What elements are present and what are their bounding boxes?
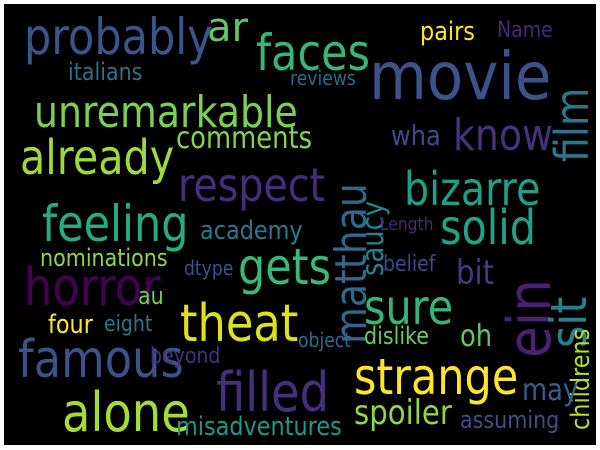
word-pairs: pairs [420,17,475,47]
word-know: know [453,110,554,161]
word-nominations: nominations [40,244,168,272]
word-gets: gets [238,238,332,296]
word-famous: famous [18,330,184,390]
word-assuming: assuming [460,406,560,434]
word-bit: bit [456,253,495,293]
word-alone: alone [62,381,190,444]
word-solid: solid [440,200,536,256]
word-wha: wha [391,119,441,152]
word-cloud: probably ar faces movie pairs Name itali… [4,4,596,445]
word-already: already [20,130,175,186]
word-probably: probably [24,8,213,66]
word-may: may [522,373,579,408]
word-eight: eight [104,312,153,337]
word-dislike: dislike [364,322,429,350]
word-misadventures: misadventures [176,412,342,442]
word-ar: ar [207,5,248,51]
word-faces: faces [256,24,370,82]
word-movie: movie [369,38,552,115]
word-film: film [545,87,596,162]
word-reviews: reviews [290,66,356,90]
word-au: au [138,282,164,310]
word-academy: academy [200,216,303,246]
word-unremarkable: unremarkable [34,87,298,138]
word-filled: filled [216,361,330,424]
word-comments: comments [176,121,313,156]
word-name: Name [497,18,553,43]
word-strange: strange [354,348,519,406]
word-feeling: feeling [42,195,189,253]
word-respect: respect [178,158,326,212]
word-sure: sure [364,280,454,336]
word-object: object [298,328,352,352]
word-beyond: beyond [150,344,221,369]
word-horror: horror [24,258,161,318]
word-length: Length [380,214,434,235]
word-oh: oh [460,319,493,354]
word-spoiler: spoiler [354,393,452,433]
word-bizarre: bizarre [404,162,541,216]
word-italians: italians [68,58,143,86]
word-belief: belief [383,252,436,277]
word-dtype: dtype [184,256,234,280]
word-four: four [48,310,93,340]
word-theat: theat [180,294,299,354]
